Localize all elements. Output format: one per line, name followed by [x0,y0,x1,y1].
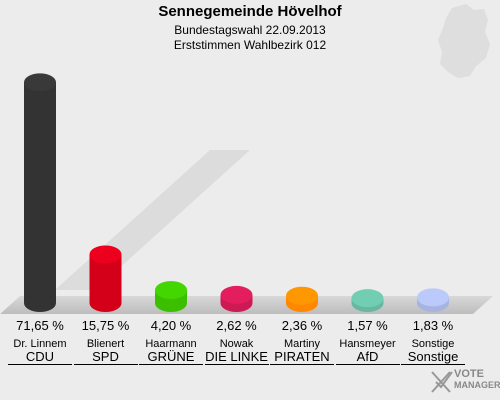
bar-die-linke [220,285,253,312]
vote-manager-logo-icon [431,371,453,393]
bar-sonstige [417,288,449,312]
candidate-label: Sonstige [411,338,455,350]
chart-subtitle: Bundestagswahl 22.09.2013 [174,23,326,37]
candidate-label: Hansmeyer [339,338,396,350]
party-label: PIRATEN [270,349,334,365]
bar-gr-ne [155,281,187,312]
vote-manager-logo-text: VOTE MANAGER [454,368,500,391]
candidate-label: Blienert [86,338,125,350]
value-label: 1,57 % [347,318,388,333]
candidate-label: Nowak [219,338,254,350]
candidate-label: Haarmann [145,338,197,350]
bar-cdu [24,73,56,312]
value-label: 15,75 % [81,318,130,333]
party-label: GRÜNE [139,349,203,365]
value-label: 2,36 % [281,318,323,333]
candidate-label: Martiny [283,338,321,350]
chart-backdrop [55,150,250,290]
chart-subtitle-2: Erststimmen Wahlbezirk 012 [173,38,327,52]
chart-title: Sennegemeinde Hövelhof [158,3,342,20]
party-label: SPD [73,349,138,365]
party-label: Sonstige [401,349,465,365]
bar-spd [89,245,122,312]
germany-map-icon [438,4,490,78]
party-label: AfD [335,349,400,365]
party-label: DIE LINKE [204,349,269,365]
value-label: 1,83 % [412,318,454,333]
bar-afd [351,289,384,312]
bar-piraten [286,286,318,312]
value-label: 71,65 % [16,318,64,333]
value-label: 2,62 % [216,318,257,333]
value-label: 4,20 % [150,318,192,333]
party-label: CDU [8,349,72,365]
candidate-label: Dr. Linnem [13,338,67,350]
